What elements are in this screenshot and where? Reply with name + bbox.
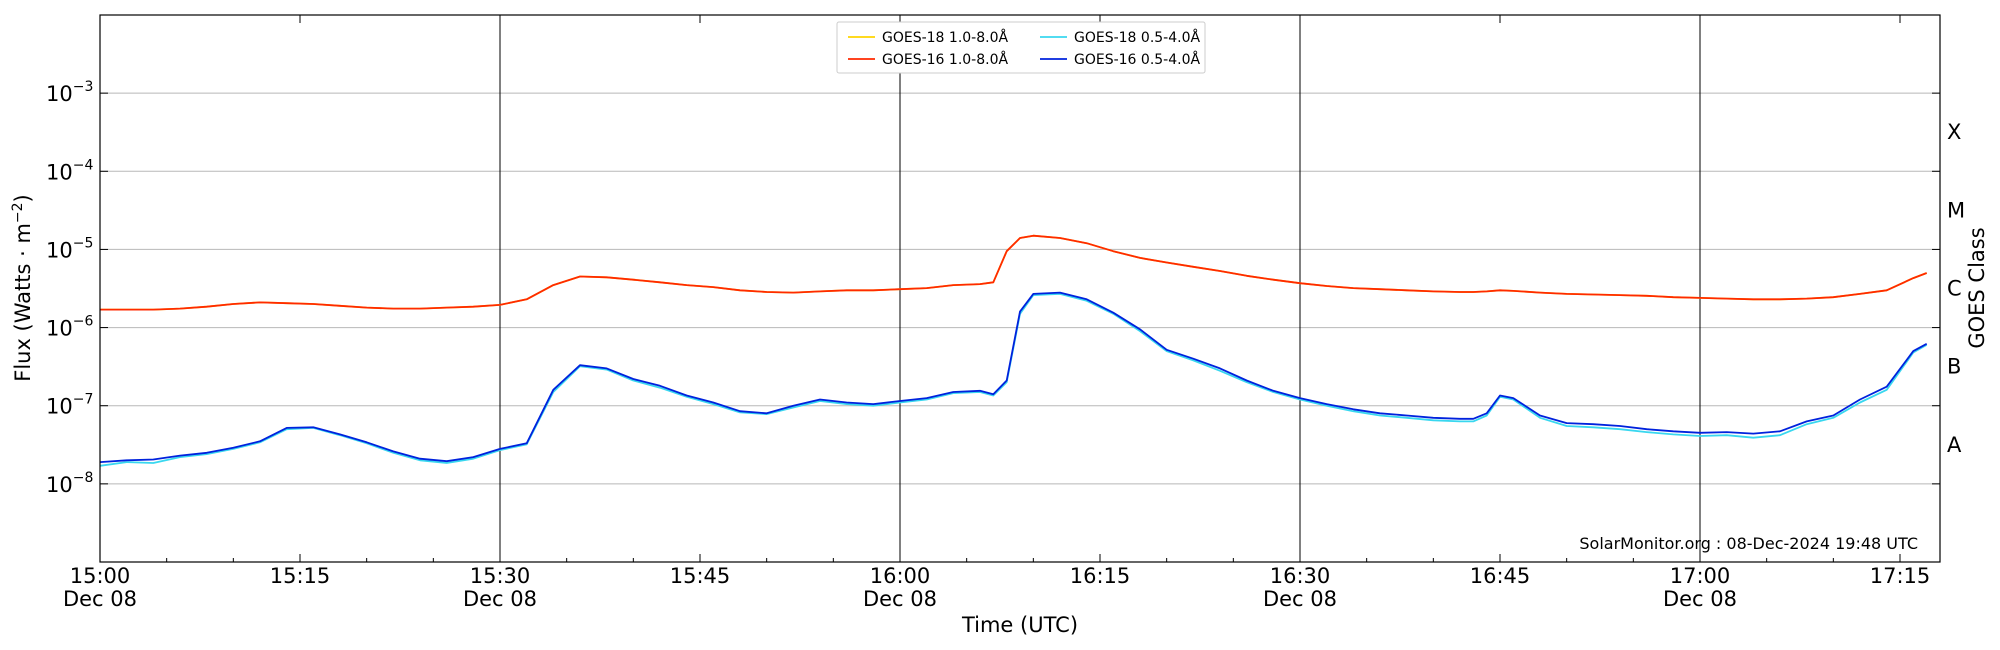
y-tick-base: 10 <box>46 395 73 419</box>
x-tick-label: 16:30 <box>1270 564 1331 588</box>
y-tick-label: 10−4 <box>46 157 93 184</box>
x-tick-date-label: Dec 08 <box>1263 587 1337 611</box>
y-tick-exponent: −8 <box>73 470 94 486</box>
y-tick-label: 10−8 <box>46 470 93 497</box>
legend-label: GOES-16 1.0-8.0Å <box>882 51 1008 68</box>
y-tick-base: 10 <box>46 160 73 184</box>
y-tick-label: 10−3 <box>46 79 93 106</box>
y-tick-exponent: −5 <box>73 235 94 251</box>
y-axis-label-exponent: −2 <box>10 202 26 223</box>
y-tick-label: 10−7 <box>46 392 93 419</box>
vertical-lines-layer <box>499 15 1701 562</box>
goes-class-label: B <box>1947 355 1961 379</box>
legend-label: GOES-18 0.5-4.0Å <box>1074 29 1200 46</box>
x-tick-label: 16:45 <box>1470 564 1531 588</box>
legend-label: GOES-16 0.5-4.0Å <box>1074 51 1200 68</box>
x-tick-label: 17:00 <box>1670 564 1731 588</box>
legend-items: GOES-18 1.0-8.0Å GOES-18 0.5-4.0Å GOES-16 … <box>848 29 1200 68</box>
credit-text: SolarMonitor.org : 08-Dec-2024 19:48 UTC <box>1579 534 1918 553</box>
x-tick-label: 15:15 <box>270 564 331 588</box>
legend-label: GOES-18 1.0-8.0Å <box>882 29 1008 46</box>
x-tick-date-label: Dec 08 <box>63 587 137 611</box>
x-tick-label: 15:30 <box>470 564 531 588</box>
x-tick-label: 16:00 <box>870 564 931 588</box>
series-layer <box>99 234 1928 467</box>
goes-class-label: C <box>1947 277 1962 301</box>
x-tick-label: 16:15 <box>1070 564 1131 588</box>
y-tick-exponent: −3 <box>73 79 94 95</box>
y-axis-label: Flux (Watts · m−2) <box>10 194 35 382</box>
series-line <box>99 291 1928 463</box>
series-line <box>100 234 1928 311</box>
x-tick-label: 17:15 <box>1870 564 1931 588</box>
x-axis-label: Time (UTC) <box>961 613 1078 637</box>
y-axis-ticks: 10−810−710−610−510−410−3 <box>46 14 1940 563</box>
y-axis-label-text: Flux (Watts · m <box>11 223 35 382</box>
y-axis-label-close: ) <box>11 194 35 202</box>
y-tick-base: 10 <box>46 82 73 106</box>
x-tick-date-label: Dec 08 <box>863 587 937 611</box>
y-tick-base: 10 <box>46 473 73 497</box>
series-line <box>99 292 1928 467</box>
right-axis-label: GOES Class <box>1965 227 1989 348</box>
goes-class-label: M <box>1947 198 1965 222</box>
legend-box <box>836 21 1206 74</box>
x-tick-label: 15:00 <box>70 564 131 588</box>
goes-class-labels: A B C M X <box>1947 120 1965 457</box>
y-tick-base: 10 <box>46 317 73 341</box>
y-tick-base: 10 <box>46 238 73 262</box>
x-tick-date-label: Dec 08 <box>463 587 537 611</box>
goes-class-label: X <box>1947 120 1961 144</box>
legend: GOES-18 1.0-8.0Å GOES-18 0.5-4.0Å GOES-16 … <box>836 21 1206 74</box>
grid-layer <box>100 92 1940 485</box>
y-tick-label: 10−5 <box>46 235 93 262</box>
plot-frame <box>99 14 1941 563</box>
x-tick-date-label: Dec 08 <box>1663 587 1737 611</box>
series-line <box>100 234 1928 311</box>
y-tick-exponent: −6 <box>73 314 94 330</box>
goes-class-label: A <box>1947 433 1962 457</box>
y-tick-label: 10−6 <box>46 314 93 341</box>
y-tick-exponent: −4 <box>73 157 94 173</box>
y-tick-exponent: −7 <box>73 392 94 408</box>
x-tick-label: 15:45 <box>670 564 731 588</box>
